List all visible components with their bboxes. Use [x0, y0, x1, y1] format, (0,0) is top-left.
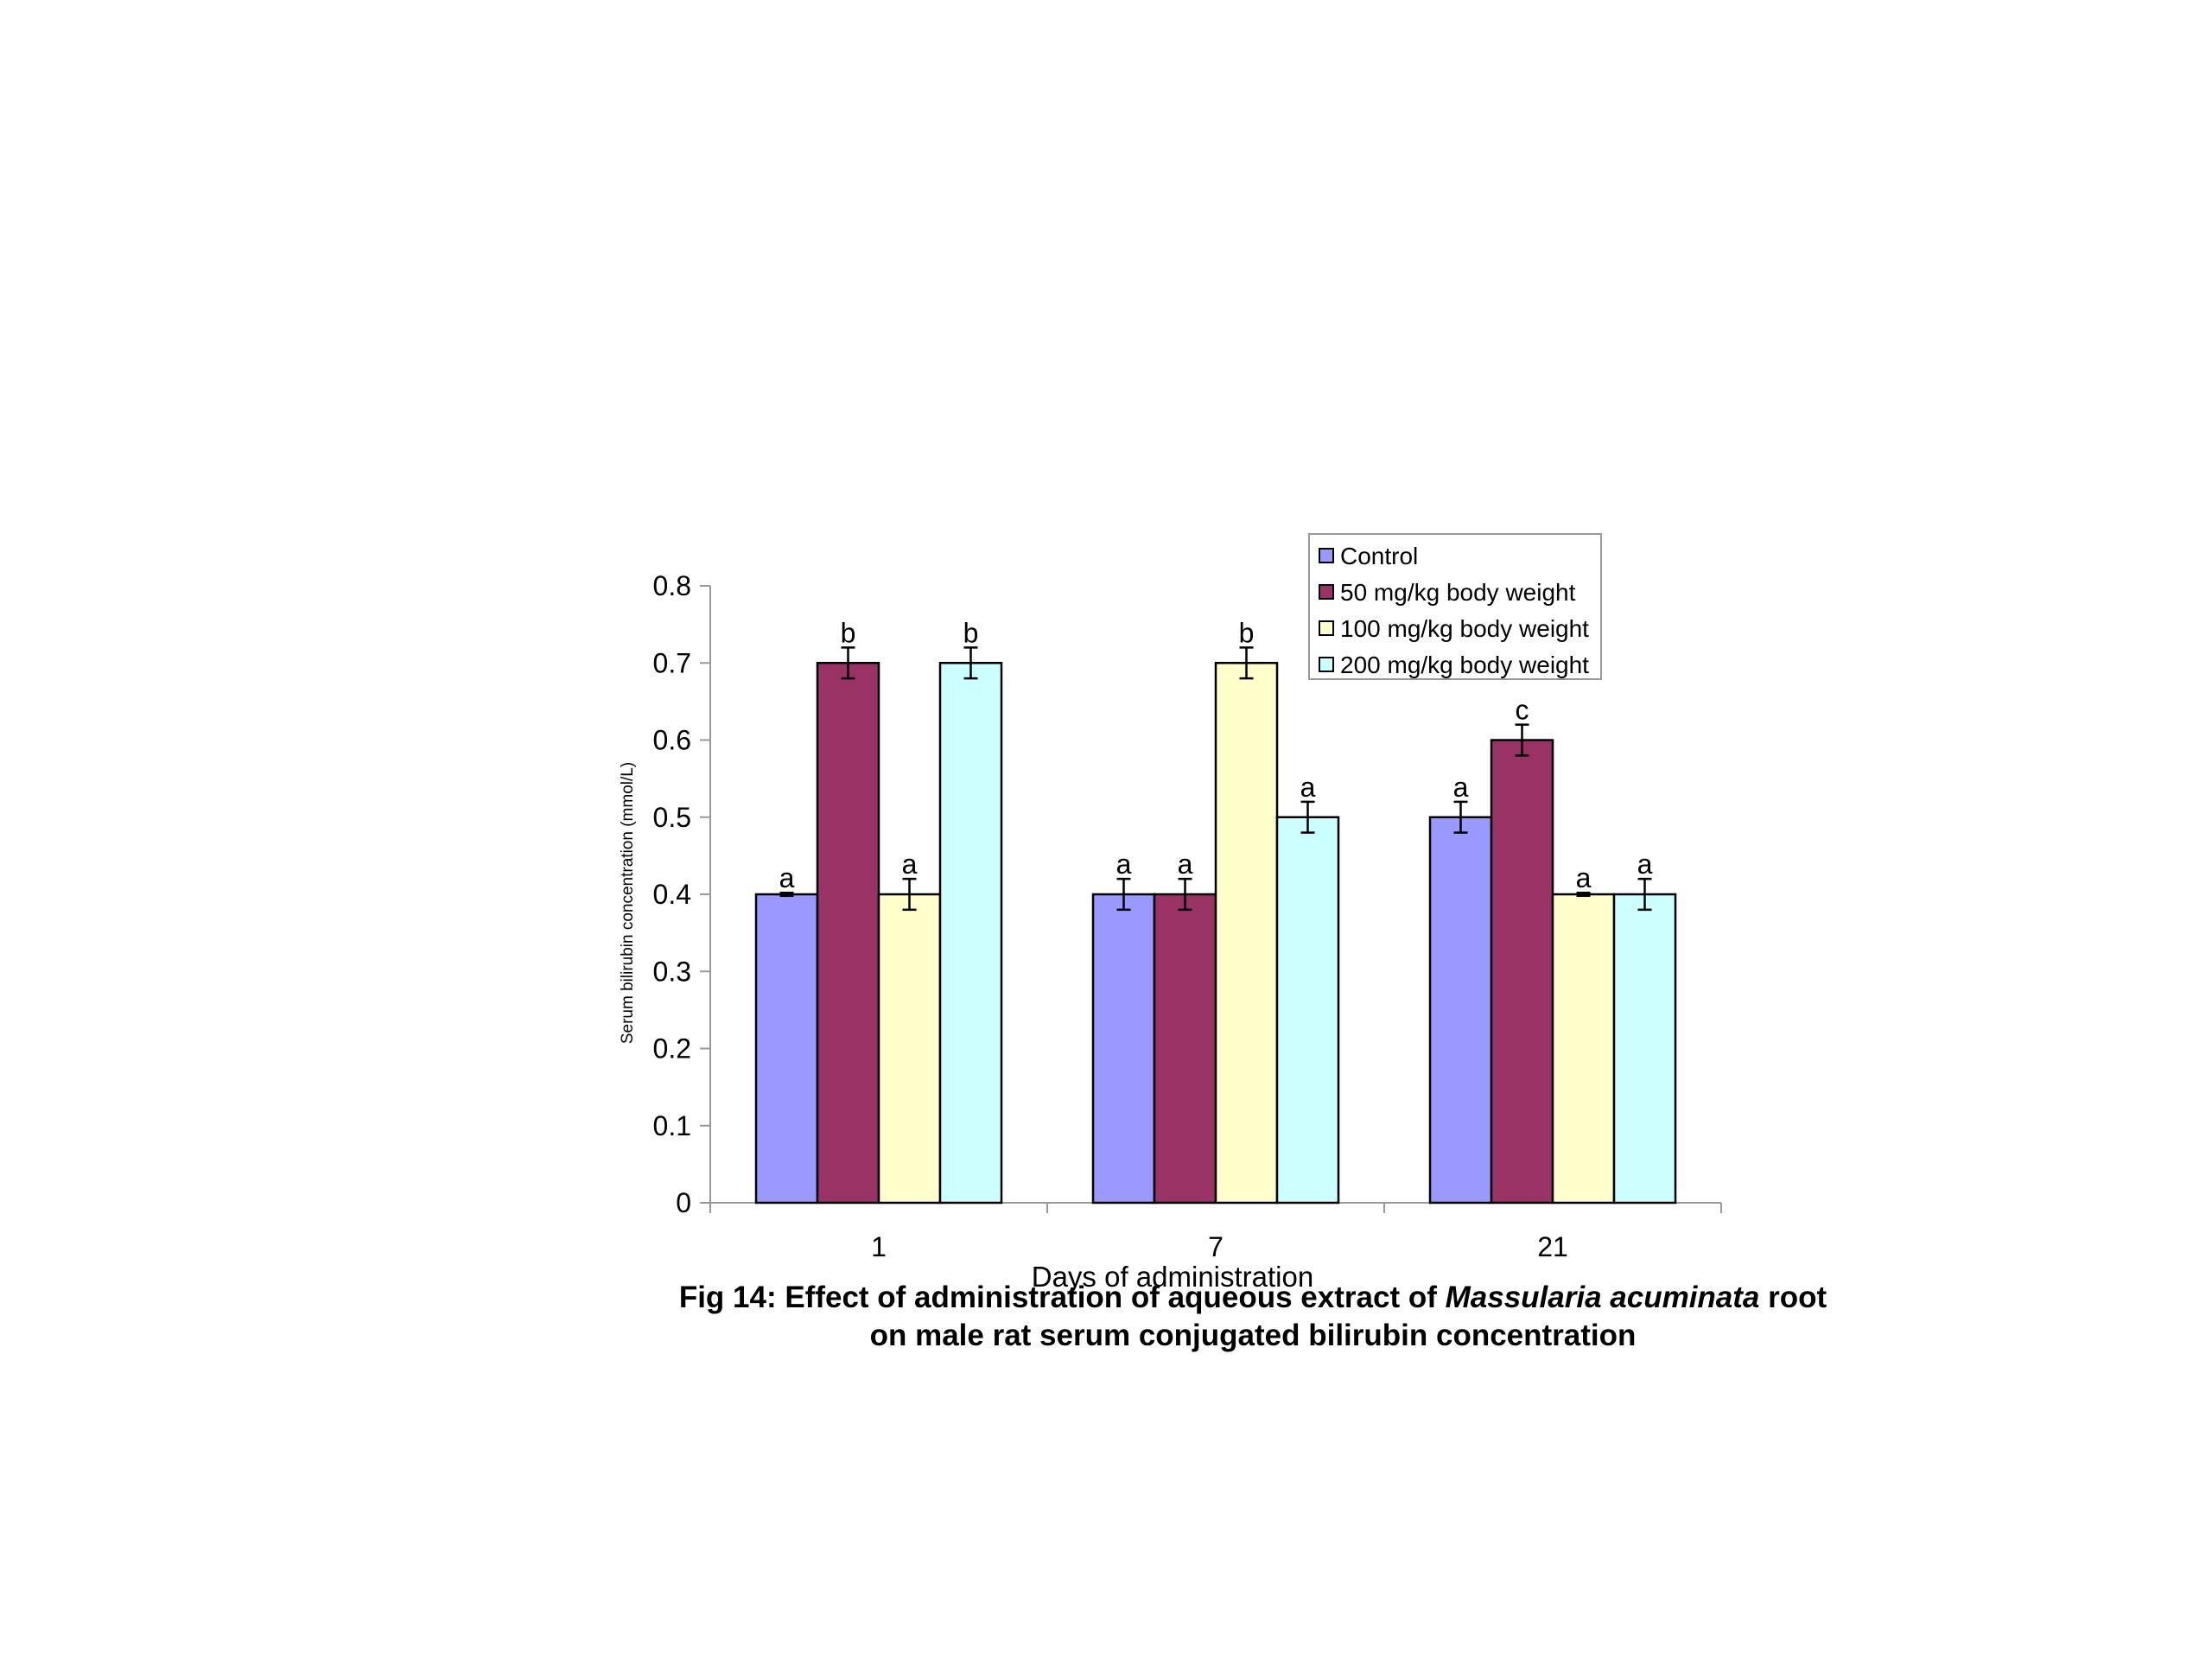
- x-tick-label: 1: [871, 1231, 887, 1262]
- legend-swatch: [1319, 548, 1334, 563]
- y-axis-title: Serum bilirubin concentration (mmol/L): [619, 762, 637, 1044]
- x-tick-label: 7: [1208, 1231, 1224, 1262]
- caption-text-1a: Fig 14: Effect of administration of aque…: [678, 1281, 1437, 1314]
- y-tick-label: 0.1: [653, 1110, 691, 1141]
- y-tick-label: 0.8: [653, 570, 691, 601]
- bar: [1091, 893, 1156, 1205]
- bar: [816, 662, 880, 1205]
- bar: [1428, 816, 1493, 1205]
- bar: [754, 893, 819, 1205]
- legend-swatch: [1319, 620, 1334, 636]
- significance-label: c: [1516, 695, 1529, 726]
- y-tick-label: 0.4: [653, 879, 691, 910]
- y-tick-label: 0: [676, 1187, 691, 1218]
- legend-swatch: [1319, 657, 1334, 672]
- bars: a a a b a c a b a b a a: [754, 617, 1677, 1205]
- significance-label: a: [902, 849, 918, 880]
- legend-label: Control: [1340, 543, 1418, 569]
- bar: [1153, 893, 1217, 1205]
- x-tick-label: 21: [1537, 1231, 1568, 1262]
- legend-label: 50 mg/kg body weight: [1340, 579, 1576, 606]
- bar: [1490, 739, 1554, 1205]
- y-tick-label: 0.2: [653, 1033, 691, 1065]
- bar: [938, 662, 1003, 1205]
- x-axis-title: Days of administration: [1032, 1261, 1313, 1293]
- legend-swatch: [1319, 584, 1334, 600]
- significance-label: a: [1116, 849, 1132, 880]
- figure-caption: Fig 14: Effect of administration of aque…: [605, 1279, 1901, 1355]
- significance-label: a: [1178, 849, 1193, 880]
- legend: Control 50 mg/kg body weight 100 mg/kg bod…: [1308, 533, 1602, 680]
- significance-label: a: [779, 862, 795, 893]
- significance-label: b: [1239, 617, 1255, 648]
- bar: [1551, 893, 1616, 1205]
- bar: [877, 893, 942, 1205]
- legend-label: 100 mg/kg body weight: [1340, 615, 1589, 642]
- legend-box: [1308, 533, 1602, 680]
- y-tick-label: 0.3: [653, 956, 691, 987]
- caption-text-1b: root: [1768, 1281, 1827, 1314]
- significance-label: a: [1576, 862, 1592, 893]
- caption-line-2: on male rat serum conjugated bilirubin c…: [869, 1319, 1637, 1352]
- significance-label: b: [841, 617, 856, 648]
- caption-line-1: Fig 14: Effect of administration of aque…: [605, 1279, 1901, 1317]
- significance-label: a: [1300, 772, 1316, 803]
- significance-label: b: [963, 617, 979, 648]
- caption-species: Massularia acuminata: [1445, 1281, 1760, 1314]
- y-tick-label: 0.5: [653, 802, 691, 833]
- y-tick-label: 0.7: [653, 647, 691, 678]
- significance-label: a: [1637, 849, 1653, 880]
- axes: 0 0.1 0.2 0.3 0.4 0.5 0.6 0.7 0.8 1 7 21 Days of adm…: [619, 570, 1722, 1293]
- bar: [1275, 816, 1340, 1205]
- legend-label: 200 mg/kg body weight: [1340, 652, 1589, 678]
- significance-label: a: [1453, 772, 1469, 803]
- bar: [1612, 893, 1677, 1205]
- y-tick-label: 0.6: [653, 725, 691, 756]
- bar: [1214, 662, 1279, 1205]
